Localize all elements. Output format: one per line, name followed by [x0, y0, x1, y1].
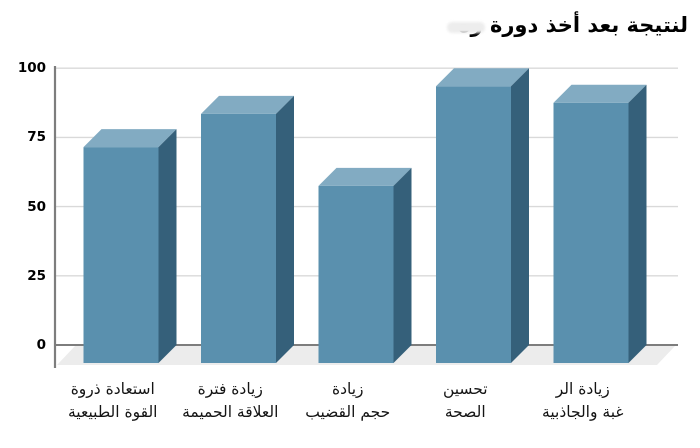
- x-category-label: زيادة حجم القضيب: [305, 380, 391, 421]
- bar-side: [511, 68, 529, 363]
- bar-front: [201, 113, 276, 363]
- bar-top: [318, 167, 412, 186]
- bar-side: [158, 129, 177, 363]
- x-category-label: تحسين الصحة: [442, 380, 488, 421]
- bar-side: [276, 95, 294, 363]
- bar-front: [318, 185, 394, 363]
- y-tick-label: 25: [27, 267, 46, 284]
- x-category-label: زيادة الر غبة والجاذبية: [542, 380, 624, 421]
- bar-top: [83, 129, 177, 148]
- faded-text-artifact: [447, 22, 485, 33]
- chart-title: لنتيجة بعد أخذ دورة ره: [458, 13, 688, 37]
- bar-top: [201, 95, 294, 114]
- bar-side: [393, 167, 412, 363]
- y-tick-label: 75: [27, 129, 46, 146]
- y-tick-label: 0: [36, 337, 46, 353]
- bar-top: [553, 84, 647, 103]
- bar-front: [436, 86, 511, 363]
- y-tick-label: 100: [17, 60, 46, 77]
- bar-side: [628, 84, 647, 364]
- bar-top: [436, 68, 529, 87]
- bar-front: [83, 147, 159, 363]
- bar-front: [553, 102, 629, 364]
- x-category-label: زيادة فترة العلاقة الحميمة: [182, 380, 279, 421]
- y-tick-label: 50: [27, 198, 46, 215]
- x-category-label: استعادة ذروة القوة الطبيعية: [68, 380, 158, 421]
